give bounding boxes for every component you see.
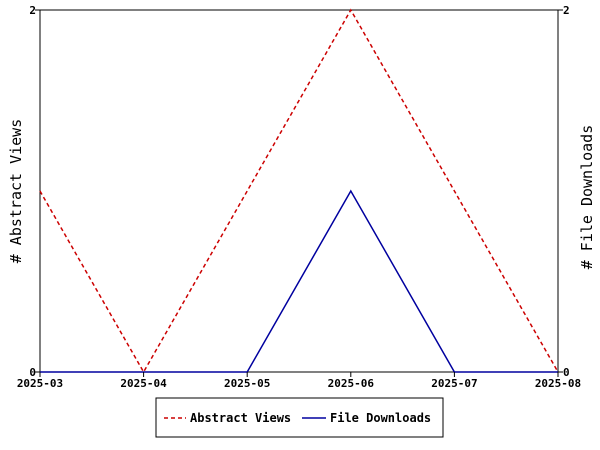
y-right-tick-label: 2 (563, 4, 570, 17)
y-left-tick-label: 0 (29, 366, 36, 379)
y-axis-left-title: # Abstract Views (7, 119, 25, 264)
y-left-tick-label: 2 (29, 4, 36, 17)
series-line-file-downloads (40, 189, 558, 373)
x-tick-label: 2025-06 (328, 377, 375, 390)
plot-area (39, 9, 559, 373)
series-line-abstract-views (39, 8, 559, 374)
legend-label-file-downloads: File Downloads (330, 411, 431, 425)
x-tick-label: 2025-04 (120, 377, 167, 390)
legend: Abstract Views File Downloads (155, 397, 444, 438)
series-layer (39, 8, 559, 374)
x-tick-label: 2025-05 (224, 377, 270, 390)
y-axis-right-title: # File Downloads (578, 125, 596, 270)
legend-box (155, 397, 444, 438)
tick-layer: 2025-03 2025-04 2025-05 2025-06 2025-07 2025-… (17, 4, 581, 390)
x-tick-label: 2025-03 (17, 377, 63, 390)
legend-label-abstract-views: Abstract Views (190, 411, 291, 425)
y-right-tick-label: 0 (563, 366, 570, 379)
x-tick-label: 2025-07 (431, 377, 477, 390)
x-tick-label: 2025-08 (535, 377, 581, 390)
